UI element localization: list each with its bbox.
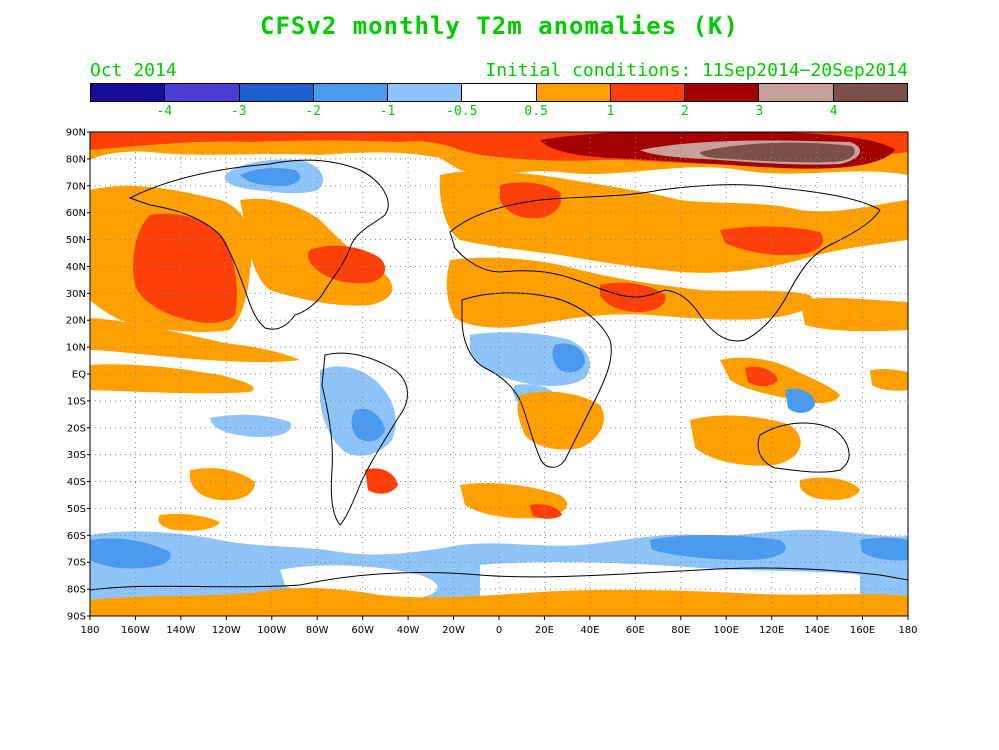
latitude-label: 70S [67,558,86,569]
legend-label: 4 [829,104,838,119]
legend-swatch [313,84,389,101]
latitude-label: 90N [66,128,86,139]
latitude-label: 50S [67,504,86,515]
graticule [90,132,908,616]
longitude-label: 100E [714,625,739,636]
latitude-label: 80S [67,585,86,596]
latitude-label: 30S [67,450,86,461]
legend-swatch [91,84,166,101]
longitude-label: 160W [121,625,150,636]
map-title: CFSv2 monthly T2m anomalies (K) [260,12,739,40]
latitude-label: EQ [72,370,86,381]
legend-label: 2 [680,104,689,119]
longitude-label: 80E [671,625,690,636]
latitude-label: 20S [67,423,86,434]
color-legend-bar [90,83,908,102]
legend-swatch [759,84,834,101]
legend-swatch [833,84,907,101]
latitude-label: 70N [66,181,86,192]
longitude-label: 0 [496,625,502,636]
coastlines [90,159,908,591]
latitude-label: 90S [67,612,86,623]
latitude-labels: 90N 80N 70N 60N 50N 40N 30N 20N 10N EQ 10S 20S 30S 40… [66,128,90,623]
longitude-labels: 180 160W 140W 120W 100W 80W 60W 40W 20W 0 20E 40E 60… [80,616,918,636]
color-legend-labels: -4 -3 -2 -1 -0.5 0.5 1 2 3 4 [90,104,908,122]
latitude-label: 50N [66,235,86,246]
legend-label: 0.5 [524,104,548,119]
legend-label: -2 [305,104,321,119]
legend-label: -3 [230,104,247,119]
latitude-label: 60S [67,531,86,542]
legend-swatch [685,84,760,101]
longitude-label: 100W [257,625,286,636]
longitude-label: 40E [580,625,599,636]
latitude-label: 40S [67,477,86,488]
legend-swatch [610,84,686,101]
latitude-label: 60N [66,208,86,219]
legend-swatch [388,84,463,101]
legend-swatch [462,84,537,101]
latitude-label: 20N [66,316,86,327]
longitude-label: 40W [397,625,420,636]
legend-label: -1 [379,104,396,119]
longitude-label: 160E [850,625,875,636]
legend-label: -0.5 [446,104,478,119]
longitude-label: 180 [898,625,917,636]
initial-conditions: Initial conditions: 11Sep2014−20Sep2014 [485,60,908,81]
longitude-label: 20W [442,625,465,636]
legend-swatch [536,84,611,101]
latitude-label: 10N [66,343,86,354]
legend-swatch [165,84,240,101]
longitude-label: 80W [306,625,329,636]
longitude-label: 140E [804,625,829,636]
longitude-label: 60E [626,625,645,636]
longitude-label: 140W [166,625,195,636]
legend-label: 3 [755,104,764,119]
legend-label: 1 [606,104,615,119]
latitude-label: 30N [66,289,86,300]
latitude-label: 40N [66,262,86,273]
longitude-label: 20E [535,625,554,636]
forecast-month: Oct 2014 [90,60,177,81]
latitude-label: 80N [66,154,86,165]
longitude-label: 60W [351,625,374,636]
longitude-label: 120W [212,625,241,636]
legend-label: -4 [156,104,173,119]
latitude-label: 10S [67,396,86,407]
longitude-label: 180 [80,625,99,636]
legend-swatch [239,84,314,101]
longitude-label: 120E [759,625,784,636]
